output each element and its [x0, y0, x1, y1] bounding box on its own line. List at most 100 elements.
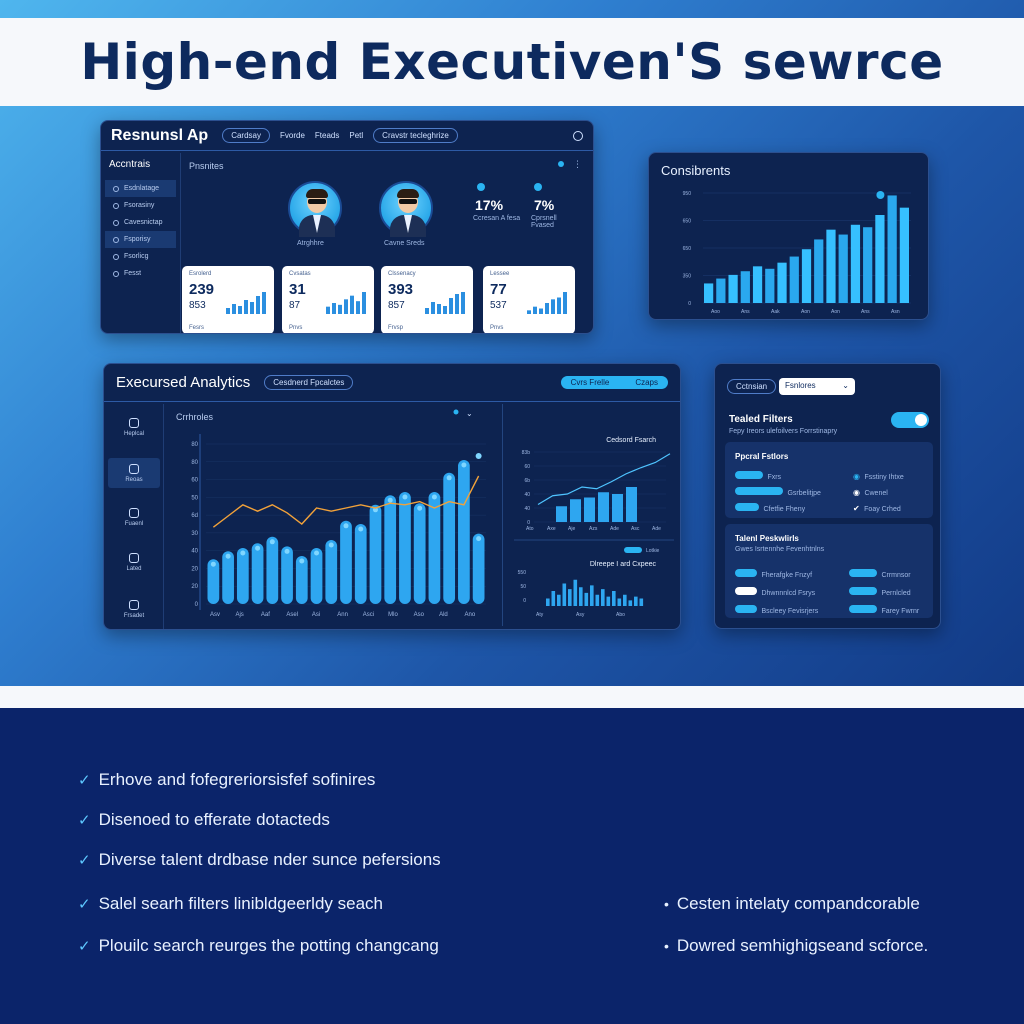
nav-item-3[interactable]: Petl	[349, 131, 364, 140]
circle-icon	[113, 270, 119, 277]
sidebar-button[interactable]: Lated	[108, 547, 160, 577]
sidebar-label: Fuaenl	[124, 520, 144, 527]
nav-item-1[interactable]: Fvorde	[280, 131, 305, 140]
x-tick-label: Asci	[363, 612, 374, 618]
filter-option[interactable]: Gsrbelitjpe	[735, 482, 821, 500]
filter-option[interactable]: ◉ Cwenel	[853, 482, 888, 500]
bar	[626, 487, 637, 522]
bar	[639, 598, 644, 606]
mini-bar	[232, 304, 236, 314]
avatar[interactable]	[288, 181, 342, 237]
bar	[590, 585, 594, 606]
bar	[413, 503, 426, 604]
y-tick-label: 60	[191, 478, 198, 484]
bar-marker	[328, 542, 334, 548]
filter-option[interactable]: Fherafgke Fnzyf	[735, 564, 812, 582]
nav-item-0[interactable]: Cardsay	[222, 128, 270, 143]
bar	[826, 229, 836, 303]
filter-option[interactable]: ◉ Fsstiny Ihtxe	[853, 466, 904, 484]
sidebar-item[interactable]: Fesst	[105, 265, 176, 282]
mini-bar-chart	[326, 292, 366, 314]
sidebar-item[interactable]: Cavesnictap	[105, 214, 176, 231]
filter-option[interactable]: Farey Fwrnr	[849, 600, 919, 618]
sidebar-section-title: Accntrais	[109, 159, 151, 170]
y-tick-label: 0	[195, 602, 199, 608]
stat-foot: Frvsp	[388, 325, 403, 331]
mini-bar	[461, 292, 465, 314]
toggle-knob	[915, 414, 927, 426]
filters-toggle[interactable]	[891, 412, 929, 428]
more-icon[interactable]: ⋮	[573, 159, 582, 169]
sidebar-button[interactable]: Reoas	[108, 458, 160, 488]
x-tick-label: Asel	[286, 612, 298, 618]
filter-box: Talenl Peskwlirls Gwes Isrtennhe Fevenht…	[725, 524, 933, 618]
bar-marker	[461, 462, 467, 468]
sidebar-item-label: Fsorlicg	[124, 253, 149, 260]
y-tick-label: 50	[520, 584, 526, 590]
mini-bar	[527, 310, 531, 314]
y-tick-label: 550	[518, 570, 527, 576]
option-label: Pernlcled	[881, 590, 911, 597]
mini-bar	[226, 308, 230, 314]
x-tick-label: Aak	[771, 309, 780, 315]
sidebar-button[interactable]: Heplcal	[108, 412, 160, 442]
option-label: Gsrbelitjpe	[787, 490, 821, 497]
sidebar-button[interactable]: Frsadet	[108, 594, 160, 624]
option-label: Crrmnsor	[881, 572, 911, 579]
bar-marker	[417, 505, 423, 511]
sidebar-item[interactable]: Fsporisy	[105, 231, 176, 248]
sidebar-item[interactable]: Fsorlicg	[105, 248, 176, 265]
consibrents-chart: 950 650 650 350 0 Aoo Ans Aak Aon Aon Ans Asn	[683, 191, 911, 315]
mini-bar	[431, 302, 435, 314]
feature-bullet: ✓ Disenoed to efferate dotacteds	[78, 810, 330, 830]
filter-option[interactable]: Cfetfie Fheny	[735, 498, 805, 516]
feature-list-section: ✓ Erhove and fofegreriorsisfef sofinires …	[0, 708, 1024, 1024]
filter-label[interactable]: Cctnsian	[727, 379, 777, 394]
sidebar-button[interactable]: Fuaenl	[108, 502, 160, 532]
mini-bar	[455, 294, 459, 314]
stat-card[interactable]: Esrolerd 239 853 Fesrs	[182, 266, 274, 333]
mini-bar	[332, 303, 336, 314]
bar-marker	[476, 536, 482, 542]
filter-option[interactable]: Crrmnsor	[849, 564, 911, 582]
avatar[interactable]	[379, 181, 433, 237]
filter-option[interactable]: Dhwnnnlcd Fsrys	[735, 582, 815, 600]
filter-select[interactable]: Fsnlores ⌄	[779, 378, 855, 395]
bar	[562, 583, 567, 606]
mini-bar-chart	[527, 292, 567, 314]
circle-icon	[113, 253, 119, 260]
feature-bullet: ✓ Diverse talent drdbase nder sunce pefer…	[78, 850, 441, 870]
filter-option[interactable]: Pernlcled	[849, 582, 911, 600]
stat-card[interactable]: Lessee 77 537 Pnvs	[483, 266, 575, 333]
bar-marker	[358, 526, 364, 532]
stat-label: Cvsatas	[289, 271, 311, 277]
feature-bullet: • Dowred semhighigseand scforce.	[664, 936, 928, 956]
stat-sub-value: 87	[289, 300, 301, 311]
feature-text: Plouilc search reurges the potting chang…	[98, 936, 439, 955]
filter-option[interactable]: Fxrs	[735, 466, 781, 484]
x-tick-label: Ans	[861, 309, 870, 315]
stat-card[interactable]: Cvsatas 31 87 Pnvs	[282, 266, 374, 333]
x-tick-label: Aty	[536, 612, 544, 618]
stat-card[interactable]: Clssenacy 393 857 Frvsp	[381, 266, 473, 333]
toggle-option[interactable]: Czaps	[635, 378, 658, 387]
percent-label: Cprsnell Fvased	[531, 215, 557, 229]
x-tick-label: Abo	[616, 612, 625, 618]
view-toggle[interactable]: Cvrs Frelle Czaps	[560, 376, 668, 389]
bar	[612, 591, 616, 606]
sidebar-item[interactable]: Fsorasiny	[105, 197, 176, 214]
sidebar-item-label: Fsorasiny	[124, 202, 155, 209]
filter-option[interactable]: Bscleey Fevisrjers	[735, 600, 818, 618]
x-tick-label: Asy	[576, 612, 585, 618]
bar	[814, 239, 824, 303]
search-icon[interactable]	[573, 130, 583, 141]
analytics-topbar: Execursed Analytics Cesdnerd Fpcalctes C…	[104, 364, 680, 402]
filter-option[interactable]: ✔ Foay Crhed	[853, 498, 901, 516]
toggle-option[interactable]: Cvrs Frelle	[570, 378, 610, 387]
y-tick-label: 0	[688, 301, 691, 307]
option-label: Farey Fwrnr	[881, 608, 920, 615]
nav-item-2[interactable]: Fteads	[314, 131, 340, 140]
sidebar-item[interactable]: Esdnlatage	[105, 180, 176, 197]
filter-pill[interactable]: Cesdnerd Fpcalctes	[264, 375, 354, 390]
nav-item-4[interactable]: Cravstr tecleghrize	[373, 128, 458, 143]
